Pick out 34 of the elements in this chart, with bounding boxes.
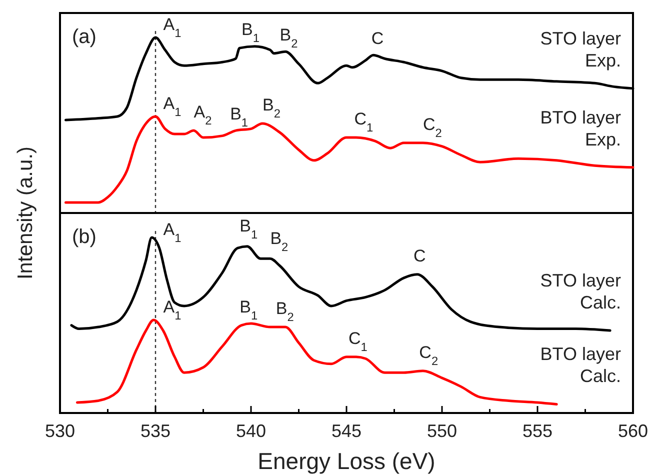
chart-title: (b) — [72, 226, 96, 248]
x-tick-label: 560 — [618, 421, 648, 441]
x-tick-label: 545 — [331, 421, 362, 441]
annotation: C — [371, 28, 384, 48]
annotation: C$_{2}$ — [422, 114, 442, 140]
annotation: A$_{1}$ — [163, 14, 182, 40]
annotation: C$_{2}$ — [419, 342, 438, 368]
chart-title: (a) — [72, 26, 96, 48]
series-label: STO layer Exp. — [540, 28, 621, 70]
annotation: C$_{1}$ — [354, 110, 374, 135]
x-tick-label: 555 — [522, 421, 553, 441]
y-axis-title: Intensity (a.u.) — [14, 146, 37, 280]
annotation: B$_{2}$ — [276, 299, 294, 324]
series-label: STO layer Calc. — [540, 270, 621, 313]
x-tick-label: 535 — [140, 421, 171, 441]
annotation: B$_{1}$ — [240, 297, 258, 322]
x-axis-title: Energy Loss (eV) — [258, 448, 436, 474]
annotation: B$_{2}$ — [280, 25, 298, 50]
annotation: B$_{2}$ — [270, 228, 289, 254]
annotation: C — [413, 246, 426, 266]
x-tick-label: 550 — [426, 421, 458, 441]
x-tick-label: 530 — [44, 421, 76, 441]
annotation: B$_{1}$ — [230, 104, 248, 130]
annotation: A$_{1}$ — [163, 94, 182, 119]
annotation: B$_{1}$ — [242, 20, 260, 46]
annotation: A$_{1}$ — [163, 297, 182, 322]
series-label: BTO layer Exp. — [540, 107, 621, 150]
annotation: A$_{1}$ — [163, 220, 182, 246]
annotation: B$_{2}$ — [262, 96, 281, 121]
annotation: B$_{1}$ — [240, 216, 258, 242]
x-tick-label: 540 — [236, 421, 266, 441]
series-label: BTO layer Calc. — [540, 344, 621, 386]
annotation: C$_{1}$ — [348, 328, 368, 354]
annotation: A$_{2}$ — [194, 102, 212, 128]
